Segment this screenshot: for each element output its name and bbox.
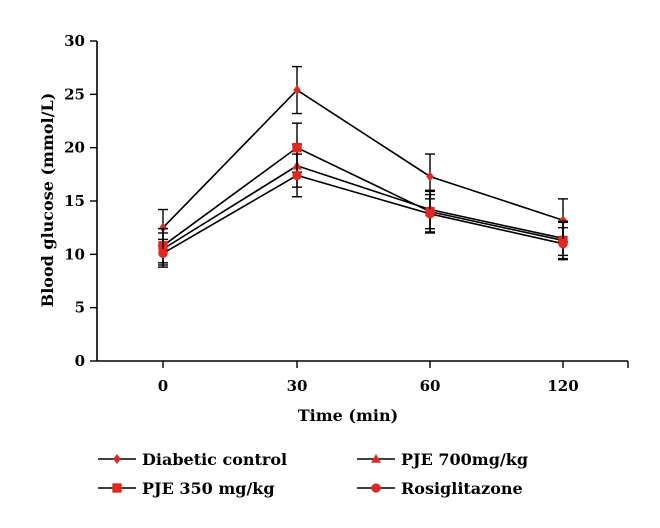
y-tick-label: 10	[64, 245, 85, 263]
legend-item-triangle: PJE 700mg/kg	[357, 450, 528, 469]
x-axis-ticks: 0 30 60 120	[158, 361, 629, 395]
x-tick-label: 0	[158, 377, 168, 395]
legend-item-circle: Rosiglitazone	[357, 479, 523, 498]
x-tick-label: 30	[287, 377, 308, 395]
series-square	[158, 122, 568, 264]
legend-item-square: PJE 350 mg/kg	[98, 479, 275, 498]
y-axis-ticks: 0 5 10 15 20 25 30	[64, 32, 97, 370]
legend-label: Diabetic control	[142, 450, 287, 469]
marker-circle	[292, 170, 302, 181]
marker-square	[292, 142, 302, 153]
marker-diamond	[426, 171, 434, 182]
x-tick-label: 60	[420, 377, 441, 395]
legend-label: Rosiglitazone	[401, 479, 523, 498]
marker-circle	[158, 248, 168, 258]
marker-circle	[425, 209, 435, 219]
y-tick-label: 20	[64, 139, 85, 157]
y-tick-label: 5	[75, 299, 85, 317]
marker-diamond	[293, 85, 301, 96]
y-tick-label: 0	[75, 352, 85, 370]
legend-item-diamond: Diabetic control	[98, 450, 287, 469]
legend-label: PJE 350 mg/kg	[142, 479, 275, 498]
axes	[96, 41, 628, 362]
y-tick-label: 30	[64, 32, 85, 50]
y-axis-title: Blood glucose (mmol/L)	[38, 93, 57, 308]
y-tick-label: 25	[64, 85, 85, 103]
series-line	[162, 89, 564, 229]
series-layer	[158, 65, 568, 268]
marker-diamond	[113, 454, 121, 464]
series-diamond	[158, 65, 568, 247]
legend: Diabetic control PJE 700mg/kg PJE 350 mg/k…	[98, 450, 528, 498]
marker-diamond	[159, 222, 167, 233]
marker-circle	[558, 238, 568, 249]
series-line	[162, 174, 564, 254]
marker-triangle	[371, 454, 381, 463]
y-tick-label: 15	[64, 192, 85, 210]
series-line	[162, 164, 564, 250]
x-axis-title: Time (min)	[298, 406, 398, 425]
series-line	[162, 146, 564, 247]
marker-circle	[371, 483, 381, 493]
legend-label: PJE 700mg/kg	[401, 450, 528, 469]
series-circle	[158, 153, 568, 268]
marker-square	[112, 483, 122, 493]
x-tick-label: 120	[547, 377, 578, 395]
